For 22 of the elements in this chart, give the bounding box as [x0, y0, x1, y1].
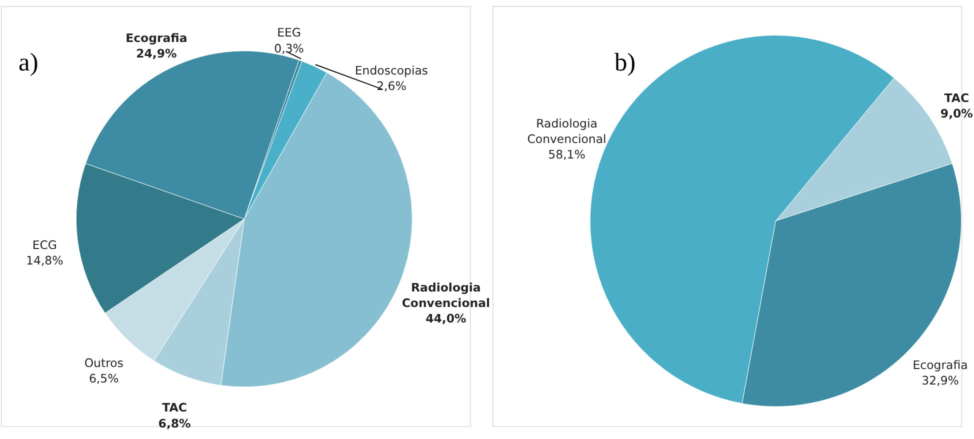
data-label: 58,1%	[548, 148, 586, 162]
slice-label: Outros	[84, 356, 124, 370]
text: b)	[614, 48, 636, 76]
slice-label: Ecografia	[126, 30, 188, 45]
data-label: 0,3%	[274, 41, 304, 56]
data-label: 32,9%	[922, 374, 959, 388]
slice-label: TAC	[162, 400, 187, 415]
slice-label: Radiologia Convencional	[402, 280, 490, 310]
text: a)	[18, 48, 38, 76]
slice-label: Endoscopias	[354, 63, 428, 78]
slice-label: EEG	[277, 26, 302, 40]
data-label: 24,9%	[136, 46, 178, 60]
data-label: 14,8%	[26, 253, 64, 268]
data-label: 6,8%	[158, 416, 192, 430]
slice-label: ECG	[32, 238, 57, 252]
data-label: 9,0%	[940, 106, 974, 120]
slice-label: TAC	[944, 90, 970, 105]
data-label: 2,6%	[376, 79, 406, 94]
data-label: 44,0%	[426, 312, 467, 326]
slice-label: Radiologia Convencional	[527, 116, 606, 146]
data-label: 6,5%	[88, 372, 119, 386]
slice-label: Ecografia	[912, 358, 968, 372]
